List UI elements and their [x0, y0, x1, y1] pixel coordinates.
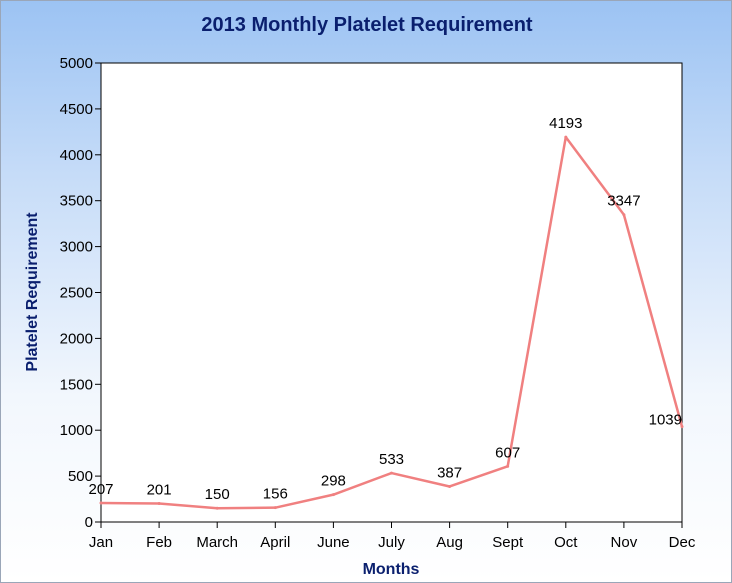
- data-point: [157, 502, 161, 506]
- y-tick-label: 4500: [60, 101, 93, 118]
- x-tick-label: Sept: [492, 534, 524, 551]
- x-tick-label: Oct: [554, 534, 578, 551]
- data-point: [390, 471, 393, 475]
- data-label: 533: [379, 451, 404, 468]
- y-tick-label: 1500: [60, 376, 93, 393]
- data-label: 1039: [649, 412, 682, 429]
- y-tick-label: 4000: [60, 147, 93, 164]
- data-point: [564, 135, 568, 139]
- data-label: 150: [205, 486, 230, 503]
- data-label-layer: 207 201 150 156 298 533 387 607 4193 3347 1039: [88, 115, 682, 503]
- x-tick-label: April: [260, 534, 290, 551]
- x-tick-label: Aug: [436, 534, 463, 551]
- y-axis-title: Platelet Requirement: [24, 212, 41, 372]
- y-tick-label: 0: [85, 514, 93, 531]
- data-point: [680, 425, 684, 429]
- y-tick-label: 500: [68, 468, 93, 485]
- data-point: [273, 506, 277, 510]
- series-layer: [99, 135, 684, 510]
- x-axis: Jan Feb March April June July Aug Sept Oct Nov Dec: [89, 522, 696, 551]
- y-tick-label: 3000: [60, 239, 93, 256]
- x-tick-label: July: [378, 534, 405, 551]
- data-label: 4193: [549, 115, 582, 132]
- data-point: [99, 501, 103, 505]
- data-label: 298: [321, 473, 346, 490]
- data-point: [331, 493, 335, 497]
- y-tick-label: 2000: [60, 330, 93, 347]
- chart-title: 2013 Monthly Platelet Requirement: [201, 14, 533, 36]
- plot-area: [100, 62, 683, 523]
- y-tick-label: 3500: [60, 193, 93, 210]
- x-tick-label: Nov: [611, 534, 638, 551]
- data-point: [622, 213, 626, 217]
- y-tick-label: 5000: [60, 55, 93, 72]
- data-point: [506, 464, 510, 468]
- data-label: 156: [263, 486, 288, 503]
- data-label: 387: [437, 464, 462, 481]
- y-tick-label: 1000: [60, 422, 93, 439]
- x-tick-label: Feb: [146, 534, 172, 551]
- x-tick-label: June: [317, 534, 350, 551]
- x-tick-label: March: [196, 534, 238, 551]
- data-label: 607: [495, 444, 520, 461]
- data-point: [448, 484, 452, 488]
- x-tick-label: Jan: [89, 534, 113, 551]
- data-point: [215, 506, 219, 510]
- y-axis: 0 500 1000 1500 2000 2500 3000 3500 4000 4500 5000: [60, 55, 101, 531]
- y-tick-label: 2500: [60, 285, 93, 302]
- data-label: 3347: [607, 193, 640, 210]
- data-label: 201: [147, 482, 172, 499]
- x-tick-label: Dec: [669, 534, 696, 551]
- data-label: 207: [88, 481, 113, 498]
- x-axis-title: Months: [363, 561, 420, 578]
